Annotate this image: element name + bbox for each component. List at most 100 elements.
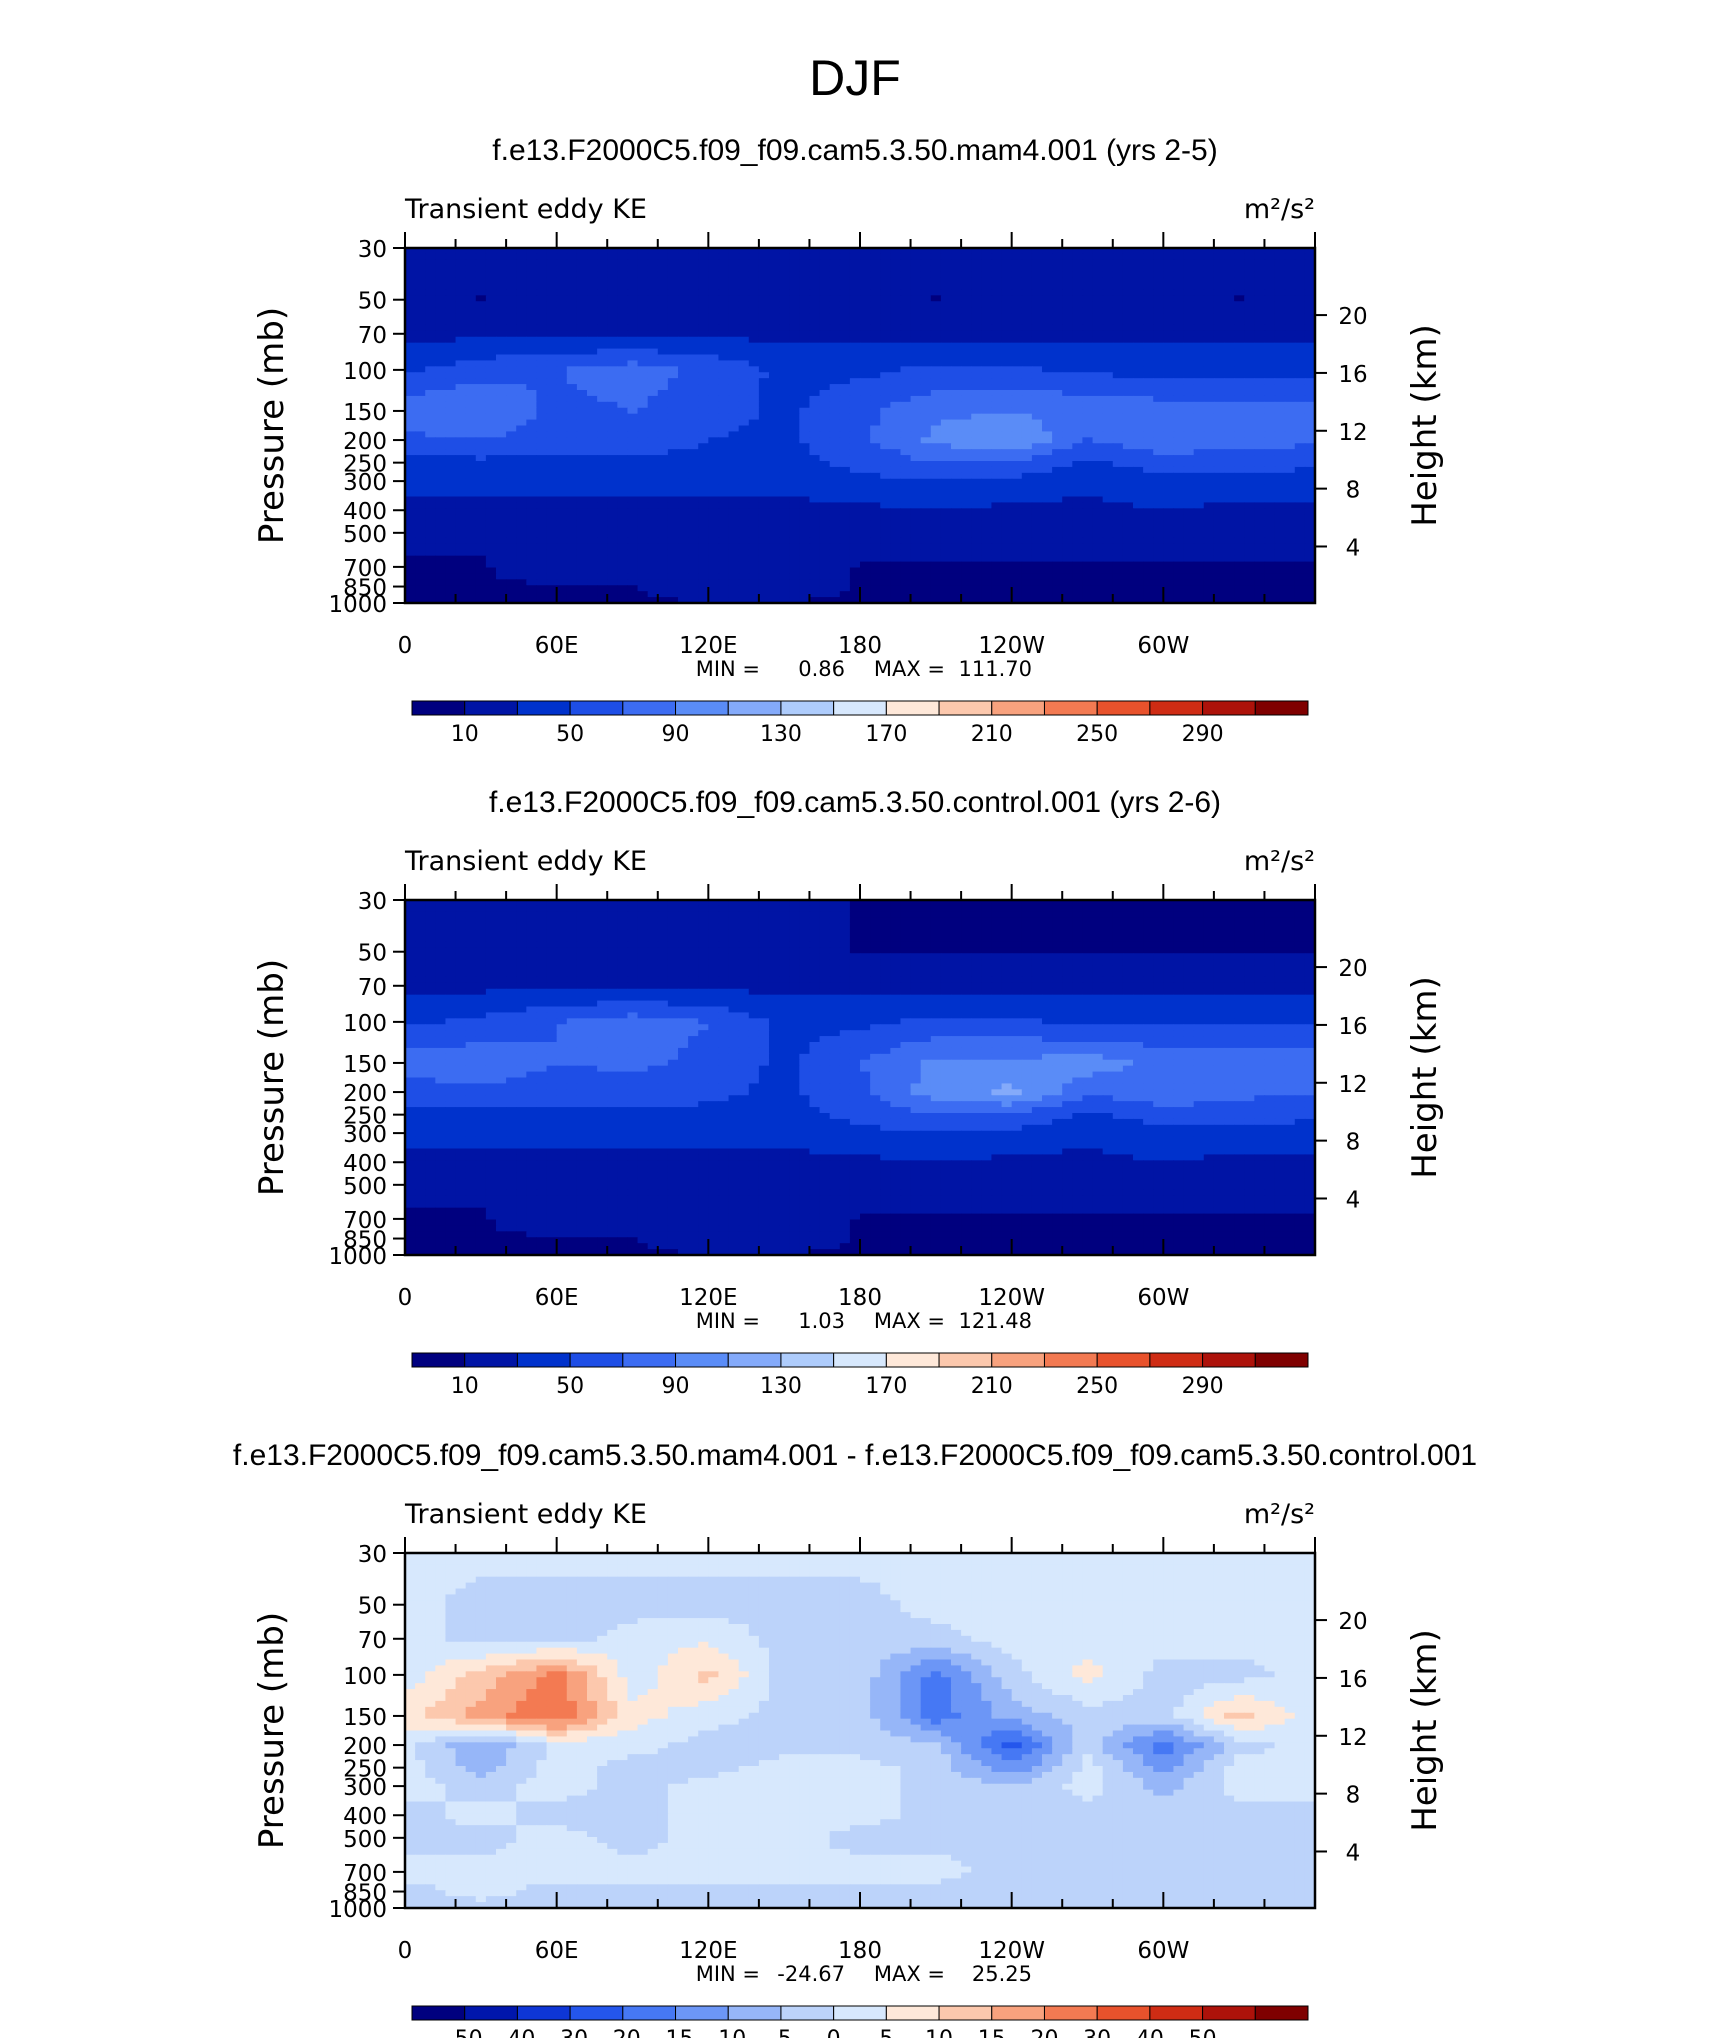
heatmap-cell [870,449,881,456]
heatmap-cell [1112,449,1124,456]
heatmap-cell [1213,336,1225,344]
heatmap-cell [940,567,952,575]
heatmap-cell [536,360,548,367]
heatmap-cell [1294,419,1306,427]
heatmap-cell [1213,543,1225,551]
heatmap-cell [496,526,507,533]
heatmap-cell [1153,336,1164,344]
heatmap-cell [1264,437,1276,444]
heatmap-cell [890,413,902,421]
heatmap-cell [1122,532,1134,539]
heatmap-cell [1112,567,1124,575]
heatmap-cell [940,443,952,450]
heatmap-cell [900,472,912,480]
heatmap-cell [485,295,497,302]
heatmap-cell [758,413,770,421]
heatmap-cell [1254,455,1266,462]
heatmap-cell [1133,431,1144,438]
heatmap-cell [496,484,507,492]
heatmap-cell [1304,526,1316,533]
heatmap-cell [1224,259,1235,267]
heatmap-cell [1234,342,1245,350]
heatmap-cell [1031,508,1043,515]
heatmap-cell [849,395,861,403]
heatmap-cell [1294,520,1306,527]
heatmap-cell [1173,319,1185,326]
heatmap-cell [961,336,972,344]
heatmap-cell [920,277,932,285]
heatmap-cell [900,401,912,409]
heatmap-cell [576,395,588,403]
heatmap-cell [809,354,821,362]
heatmap-cell [597,271,608,279]
heatmap-cell [849,567,861,575]
heatmap-cell [809,526,821,533]
heatmap-cell [647,543,659,551]
heatmap-cell [1203,508,1215,515]
heatmap-cell [991,425,1003,433]
heatmap-cell [415,265,426,273]
heatmap-cell [1163,336,1175,344]
heatmap-cell [910,330,922,338]
heatmap-cell [708,532,720,539]
heatmap-cell [880,378,891,385]
heatmap-cell [1143,401,1154,409]
heatmap-cell [1052,324,1063,332]
heatmap-cell [657,348,669,356]
heatmap-cell [1001,567,1013,575]
heatmap-cell [566,384,578,391]
heatmap-cell [849,301,861,308]
heatmap-cell [981,555,993,563]
heatmap-cell [991,366,1003,373]
heatmap-cell [1284,324,1296,332]
heatmap-cell [1082,419,1094,427]
heatmap-cell [1203,472,1215,480]
heatmap-cell [546,324,558,332]
heatmap-cell [738,271,750,279]
heatmap-cell [1244,342,1255,350]
heatmap-cell [516,348,527,356]
heatmap-cell [617,259,629,267]
heatmap-cell [1193,401,1205,409]
heatmap-cell [1133,265,1144,273]
heatmap-cell [546,549,558,557]
heatmap-cell [809,265,821,273]
heatmap-cell [779,271,790,279]
heatmap-cell [485,419,497,427]
heatmap-cell [1193,472,1205,480]
heatmap-cell [1133,259,1144,267]
heatmap-cell [708,502,720,509]
heatmap-cell [991,360,1003,367]
heatmap-cell [860,289,871,296]
heatmap-cell [779,443,790,450]
heatmap-cell [1294,319,1306,326]
heatmap-cell [465,561,477,569]
heatmap-cell [1042,514,1053,521]
heatmap-cell [526,567,538,575]
heatmap-cell [728,401,740,409]
heatmap-cell [1052,502,1063,509]
heatmap-cell [779,277,790,285]
heatmap-cell [587,472,598,480]
heatmap-cell [546,449,558,456]
heatmap-cell [1072,413,1084,421]
heatmap-cell [1052,301,1063,308]
heatmap-cell [1203,265,1215,273]
heatmap-cell [1244,478,1255,486]
heatmap-cell [860,401,871,409]
heatmap-cell [546,431,558,438]
heatmap-cell [1183,372,1195,379]
heatmap-cell [1203,336,1215,344]
heatmap-cell [1224,437,1235,444]
heatmap-cell [708,431,720,438]
heatmap-cell [769,342,780,350]
heatmap-cell [1042,277,1053,285]
heatmap-cell [657,555,669,563]
heatmap-cell [1143,567,1154,575]
heatmap-cell [991,461,1003,468]
heatmap-cell [880,313,891,320]
heatmap-cell [556,508,568,515]
heatmap-cell [455,549,467,557]
heatmap-cell [637,259,649,267]
heatmap-cell [1213,484,1225,492]
